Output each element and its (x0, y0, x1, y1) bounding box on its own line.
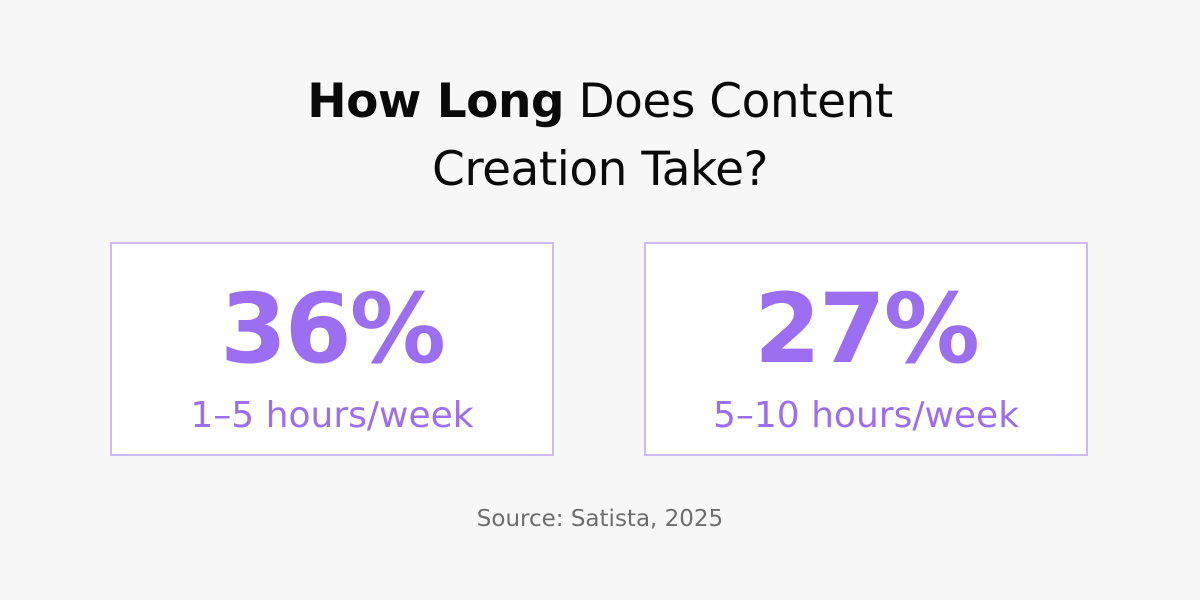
title-line-2: Creation Take? (432, 142, 768, 197)
stat-value: 27% (754, 273, 980, 385)
title-bold-text: How Long (307, 74, 565, 129)
stat-card-2: 27% 5–10 hours/week (644, 242, 1088, 456)
page-title: How Long Does Content Creation Take? (0, 68, 1200, 204)
title-regular-text: Does Content (564, 74, 893, 129)
source-note: Source: Satista, 2025 (476, 506, 724, 532)
stat-label: 1–5 hours/week (190, 395, 474, 436)
stat-card-1: 36% 1–5 hours/week (110, 242, 554, 456)
stat-label: 5–10 hours/week (712, 395, 1020, 436)
stat-value: 36% (220, 273, 446, 385)
title-line-1: How Long Does Content (0, 68, 1200, 136)
